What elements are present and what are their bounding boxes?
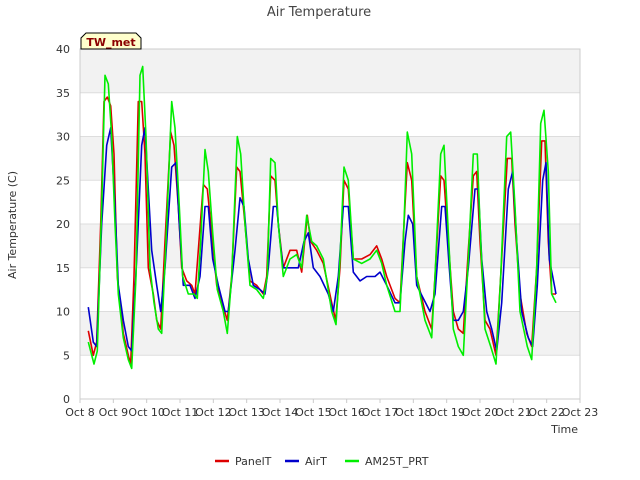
x-tick-label: Oct 8 bbox=[65, 406, 95, 419]
background-band bbox=[80, 180, 580, 224]
y-tick-label: 15 bbox=[56, 262, 70, 275]
y-tick-label: 30 bbox=[56, 131, 70, 144]
x-tick-label: Oct 10 bbox=[128, 406, 165, 419]
y-axis-ticks: 0 5 10 15 20 25 30 35 40 bbox=[56, 43, 70, 406]
y-axis-label: Air Temperature (C) bbox=[6, 171, 19, 279]
x-tick-label: Oct 14 bbox=[262, 406, 299, 419]
x-tick-label: Oct 15 bbox=[295, 406, 332, 419]
y-tick-label: 20 bbox=[56, 218, 70, 231]
y-tick-label: 25 bbox=[56, 174, 70, 187]
x-tick-label: Oct 19 bbox=[428, 406, 465, 419]
background-band bbox=[80, 92, 580, 137]
legend-label-airt: AirT bbox=[305, 455, 327, 468]
y-tick-label: 40 bbox=[56, 43, 70, 56]
series-lines bbox=[87, 65, 557, 370]
x-tick-label: Oct 17 bbox=[362, 406, 399, 419]
x-tick-label: Oct 9 bbox=[99, 406, 129, 419]
background-band bbox=[80, 311, 580, 356]
series-line-am25t-prt bbox=[87, 65, 557, 370]
background-band bbox=[80, 136, 580, 181]
x-tick-label: Oct 13 bbox=[228, 406, 265, 419]
x-tick-label: Oct 22 bbox=[528, 406, 565, 419]
x-tick-label: Oct 12 bbox=[195, 406, 232, 419]
x-tick-label: Oct 23 bbox=[562, 406, 599, 419]
x-tick-label: Oct 18 bbox=[395, 406, 432, 419]
y-tick-label: 35 bbox=[56, 87, 70, 100]
legend: PanelT AirT AM25T_PRT bbox=[215, 455, 429, 468]
x-tick-label: Oct 11 bbox=[162, 406, 199, 419]
y-tick-label: 0 bbox=[63, 393, 70, 406]
x-tick-label: Oct 16 bbox=[328, 406, 365, 419]
background-band bbox=[80, 355, 580, 399]
y-tick-label: 5 bbox=[63, 349, 70, 362]
plot-frame bbox=[79, 48, 581, 400]
y-tick-label: 10 bbox=[56, 306, 70, 319]
background-band bbox=[80, 49, 580, 93]
legend-label-panelt: PanelT bbox=[235, 455, 272, 468]
badge-label: TW_met bbox=[86, 36, 135, 49]
chart-title: Air Temperature bbox=[267, 5, 371, 20]
x-axis-label: Time bbox=[550, 423, 578, 436]
plot-background-bands bbox=[80, 49, 580, 399]
x-tick-label: Oct 20 bbox=[462, 406, 499, 419]
legend-label-am25t-prt: AM25T_PRT bbox=[365, 455, 429, 468]
x-tick-label: Oct 21 bbox=[495, 406, 532, 419]
tw-met-badge: TW_met bbox=[80, 32, 142, 50]
